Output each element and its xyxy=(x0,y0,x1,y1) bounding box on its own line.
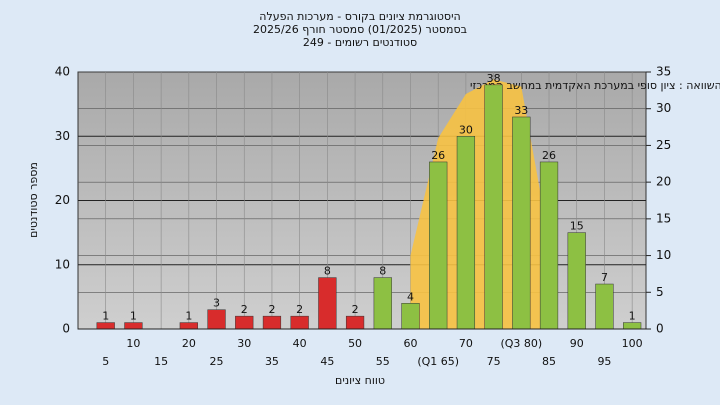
y2-tick-label: 25 xyxy=(656,138,671,152)
value-label: 1 xyxy=(185,310,192,323)
value-label: 1 xyxy=(102,310,109,323)
y2-tick-label: 0 xyxy=(656,322,664,336)
y2-tick-label: 10 xyxy=(656,248,671,262)
chart-subtitle: סטודנטים רשומים - 249 xyxy=(303,36,417,49)
chart-title: היסטוגרמת ציונים בקורס - מערכות הפעלה xyxy=(259,10,460,23)
bar xyxy=(235,315,254,330)
y2-tick-label: 15 xyxy=(656,211,671,225)
x-tick-label: 75 xyxy=(487,355,501,368)
bar xyxy=(345,315,365,330)
x-tick-label: 35 xyxy=(265,355,279,368)
y2-tick-label: 20 xyxy=(656,175,671,189)
x-axis-label: טווח ציונים xyxy=(335,374,385,387)
value-label: 26 xyxy=(431,149,445,162)
x-tick-label: 5 xyxy=(102,355,109,368)
value-label: 30 xyxy=(459,123,473,136)
x-tick-label: (Q3 80) xyxy=(500,337,542,350)
bar xyxy=(429,161,448,330)
value-label: 2 xyxy=(241,303,248,316)
x-tick-label: 15 xyxy=(154,355,168,368)
y-tick-label: 20 xyxy=(55,193,70,207)
x-tick-label: 40 xyxy=(293,337,307,350)
x-tick-label: 20 xyxy=(182,337,196,350)
x-tick-label: (Q1 65) xyxy=(417,355,459,368)
value-label: 2 xyxy=(352,303,359,316)
bar xyxy=(179,322,198,330)
y2-tick-label: 5 xyxy=(656,285,664,299)
x-tick-label: 45 xyxy=(320,355,334,368)
bar xyxy=(401,303,420,330)
value-label: 1 xyxy=(130,310,137,323)
bar xyxy=(262,315,282,330)
x-tick-label: 100 xyxy=(622,337,643,350)
bar xyxy=(595,283,614,330)
bar xyxy=(512,116,531,330)
value-label: 33 xyxy=(514,104,528,117)
x-tick-label: 60 xyxy=(403,337,417,350)
bar xyxy=(539,161,559,330)
value-label: 8 xyxy=(379,265,386,278)
bar xyxy=(124,322,143,330)
value-label: 3 xyxy=(213,297,220,310)
x-tick-label: 30 xyxy=(237,337,251,350)
y2-tick-label: 30 xyxy=(656,101,671,115)
bar xyxy=(96,322,115,330)
x-tick-label: 25 xyxy=(210,355,224,368)
bar xyxy=(318,277,337,330)
bar xyxy=(207,309,226,330)
value-label: 2 xyxy=(268,303,275,316)
y-tick-label: 0 xyxy=(62,322,70,336)
x-tick-label: 90 xyxy=(570,337,584,350)
x-tick-label: 70 xyxy=(459,337,473,350)
value-label: 1 xyxy=(629,310,636,323)
x-tick-label: 50 xyxy=(348,337,362,350)
y-tick-label: 30 xyxy=(55,129,70,143)
x-tick-label: 95 xyxy=(597,355,611,368)
annotation: בהשוואה : ציון סופי במערכת האקדמית במחשב… xyxy=(470,79,720,92)
value-label: 4 xyxy=(407,290,414,303)
value-label: 15 xyxy=(570,220,584,233)
y2-tick-label: 35 xyxy=(656,65,671,79)
value-label: 8 xyxy=(324,265,331,278)
chart-subtitle: בסמסטר (01/2025) סמסטר חורף 2025/26 xyxy=(253,23,467,36)
bar xyxy=(290,315,309,330)
x-tick-label: 55 xyxy=(376,355,390,368)
x-tick-label: 85 xyxy=(542,355,556,368)
bar xyxy=(623,322,642,330)
y-tick-label: 40 xyxy=(55,65,70,79)
y-axis-label: מספר סטודנטים xyxy=(27,162,40,238)
x-tick-label: 10 xyxy=(126,337,140,350)
bar xyxy=(567,232,586,330)
value-label: 7 xyxy=(601,271,608,284)
y-tick-label: 10 xyxy=(55,257,70,271)
value-label: 2 xyxy=(296,303,303,316)
bar xyxy=(373,277,392,330)
value-label: 26 xyxy=(542,149,556,162)
bar xyxy=(456,136,476,330)
value-label: 38 xyxy=(487,72,501,85)
bar xyxy=(484,84,503,330)
